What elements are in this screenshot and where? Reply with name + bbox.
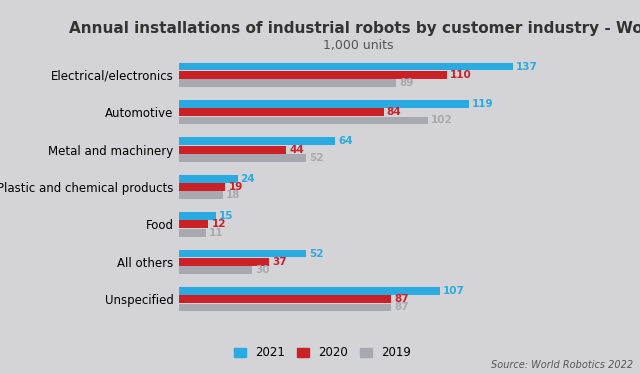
Bar	[179, 250, 306, 257]
Text: 11: 11	[209, 228, 223, 237]
Text: 15: 15	[219, 211, 233, 221]
Bar	[179, 138, 335, 145]
Text: 64: 64	[338, 137, 353, 146]
Text: 87: 87	[394, 294, 409, 304]
Bar	[179, 266, 252, 274]
Bar	[179, 295, 391, 303]
Bar	[179, 108, 384, 116]
Bar	[179, 71, 447, 79]
Text: 1,000 units: 1,000 units	[323, 39, 394, 52]
Text: 18: 18	[226, 190, 241, 200]
Bar	[179, 212, 216, 220]
Text: 12: 12	[211, 220, 226, 229]
Bar	[179, 304, 391, 311]
Text: 37: 37	[272, 257, 287, 267]
Text: 87: 87	[394, 303, 409, 312]
Legend: 2021, 2020, 2019: 2021, 2020, 2019	[230, 342, 416, 364]
Bar	[179, 287, 440, 295]
Text: 89: 89	[399, 78, 413, 88]
Bar	[179, 258, 269, 266]
Bar	[179, 221, 209, 228]
Bar	[179, 63, 513, 70]
Bar	[179, 229, 206, 236]
Text: 84: 84	[387, 107, 401, 117]
Bar	[179, 117, 428, 124]
Text: 52: 52	[309, 249, 323, 258]
Bar	[179, 175, 237, 183]
Text: 30: 30	[255, 265, 269, 275]
Bar	[179, 154, 306, 162]
Text: 19: 19	[228, 182, 243, 192]
Bar	[179, 191, 223, 199]
Text: 137: 137	[516, 62, 538, 71]
Text: Source: World Robotics 2022: Source: World Robotics 2022	[492, 360, 634, 370]
Text: 102: 102	[431, 116, 452, 125]
Text: 119: 119	[472, 99, 493, 109]
Text: 44: 44	[289, 145, 304, 154]
Bar	[179, 183, 225, 191]
Text: 52: 52	[309, 153, 323, 163]
Text: 107: 107	[443, 286, 465, 296]
Bar	[179, 100, 469, 108]
Bar	[179, 79, 396, 87]
Text: 110: 110	[450, 70, 472, 80]
Text: 24: 24	[241, 174, 255, 184]
Bar	[179, 146, 286, 153]
Title: Annual installations of industrial robots by customer industry - World: Annual installations of industrial robot…	[69, 21, 640, 36]
